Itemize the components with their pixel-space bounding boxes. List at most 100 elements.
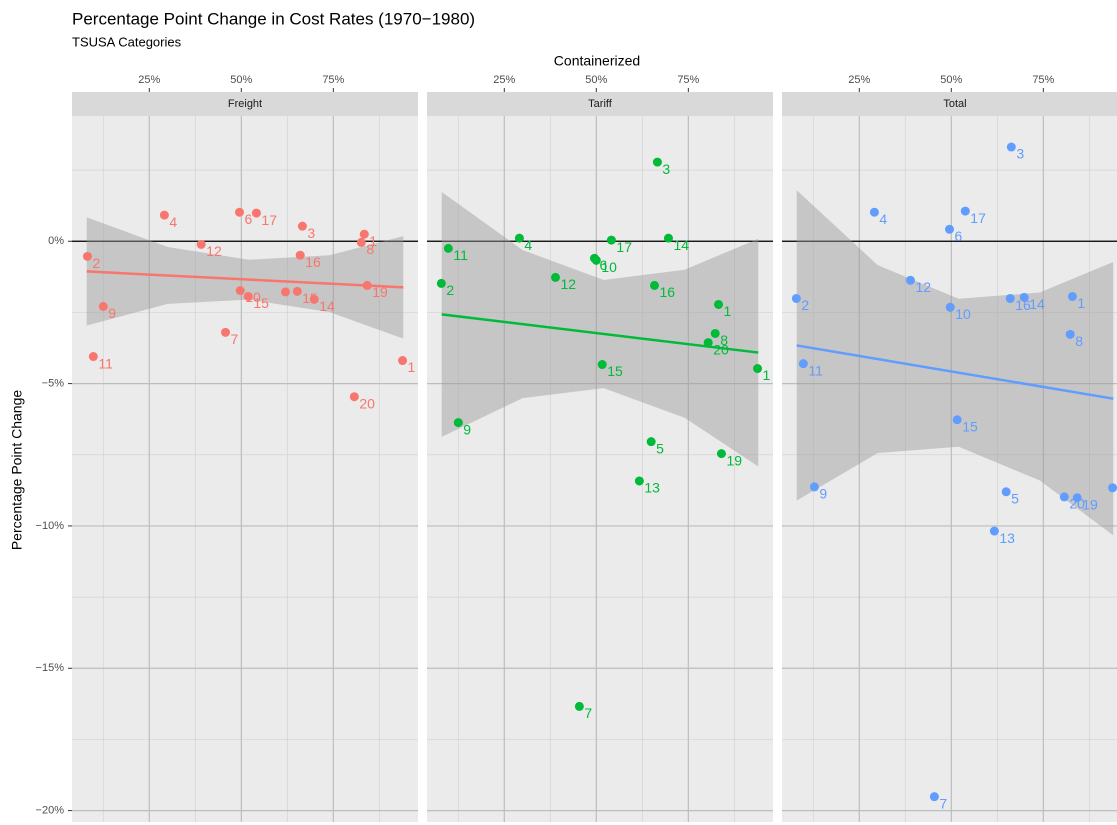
point: [362, 280, 372, 290]
point: [929, 792, 939, 802]
point-label: 16: [305, 254, 321, 270]
point: [646, 437, 656, 447]
confidence-band: [796, 190, 1114, 536]
point: [297, 221, 307, 231]
point: [809, 482, 819, 492]
facet-label: Freight: [228, 98, 262, 110]
point: [869, 207, 879, 217]
point-label: 13: [644, 480, 660, 496]
point-label: 8: [720, 332, 728, 348]
point-label: 13: [999, 530, 1015, 546]
point: [280, 287, 290, 297]
point-label: 15: [253, 295, 269, 311]
point-label: 9: [463, 421, 471, 437]
point-label: 1: [1077, 295, 1085, 311]
point-label: 17: [970, 210, 986, 226]
point-label: 10: [601, 259, 617, 275]
point-label: 12: [915, 279, 931, 295]
point: [952, 415, 962, 425]
point-label: 16: [1015, 297, 1031, 313]
point-label: 12: [206, 243, 222, 259]
point-label: 12: [560, 276, 576, 292]
point: [710, 328, 720, 338]
point: [356, 237, 366, 247]
point-label: 1: [724, 303, 732, 319]
x-tick-label: 25%: [493, 74, 515, 86]
point: [652, 157, 662, 167]
point: [791, 293, 801, 303]
point: [196, 239, 206, 249]
x-tick-label: 50%: [230, 74, 252, 86]
confidence-band: [441, 192, 759, 467]
point-label: 2: [801, 297, 809, 313]
point-label: 6: [599, 257, 607, 273]
point: [703, 338, 713, 348]
panel: 29114127617101531615141819201: [72, 116, 418, 822]
point: [235, 286, 245, 296]
point: [606, 235, 616, 245]
point-label: 20: [359, 395, 375, 411]
point-label: 2: [92, 255, 100, 271]
point-label: 4: [524, 237, 532, 253]
point: [591, 255, 601, 265]
y-tick-label: −10%: [36, 520, 65, 532]
facet-strip: [782, 92, 1117, 116]
point: [649, 280, 659, 290]
point: [1006, 142, 1016, 152]
point-label: 14: [319, 298, 335, 314]
y-tick-label: 0%: [48, 235, 64, 247]
y-tick-label: −5%: [42, 378, 65, 390]
facet-strip: [72, 92, 418, 116]
point: [550, 272, 560, 282]
point: [88, 352, 98, 362]
point-label: 16: [659, 284, 675, 300]
point: [234, 207, 244, 217]
point: [1108, 483, 1117, 493]
point: [944, 224, 954, 234]
point-label: 7: [939, 795, 947, 811]
point: [714, 299, 724, 309]
x-tick-label: 50%: [940, 74, 962, 86]
point-label: 1: [408, 359, 416, 375]
point-label: 17: [261, 212, 277, 228]
point: [716, 449, 726, 459]
facet-label: Tariff: [588, 98, 613, 110]
point-label: 7: [584, 705, 592, 721]
point-label: 7: [230, 331, 238, 347]
fit-line: [441, 313, 759, 354]
point-label: 11: [808, 362, 823, 378]
point: [1005, 293, 1015, 303]
point: [453, 418, 463, 428]
point-label: 9: [819, 486, 827, 502]
confidence-band: [86, 217, 404, 339]
point-label: 5: [656, 440, 664, 456]
point: [663, 233, 673, 243]
point: [1072, 493, 1082, 503]
point: [1001, 487, 1011, 497]
point-label: 3: [1016, 146, 1024, 162]
point-label: 19: [726, 452, 742, 468]
point: [597, 360, 607, 370]
x-tick-label: 75%: [1032, 74, 1054, 86]
point-label: 14: [673, 237, 689, 253]
point: [243, 291, 253, 301]
y-tick-label: −15%: [36, 662, 65, 674]
point-label: 2: [446, 282, 454, 298]
facet-strip: [427, 92, 773, 116]
point-label: 19: [372, 284, 388, 300]
point: [359, 229, 369, 239]
point: [1059, 492, 1069, 502]
point-label: 15: [607, 363, 623, 379]
point-label: 17: [616, 239, 632, 255]
point-label: 4: [879, 211, 887, 227]
point-label: 3: [662, 161, 670, 177]
facet-label: Total: [943, 98, 966, 110]
point-label: 14: [1029, 296, 1045, 312]
point-label: 11: [98, 355, 113, 371]
x-tick-label: 25%: [848, 74, 870, 86]
point-label: 11: [453, 247, 468, 263]
y-axis-label: Percentage Point Change: [9, 390, 25, 551]
